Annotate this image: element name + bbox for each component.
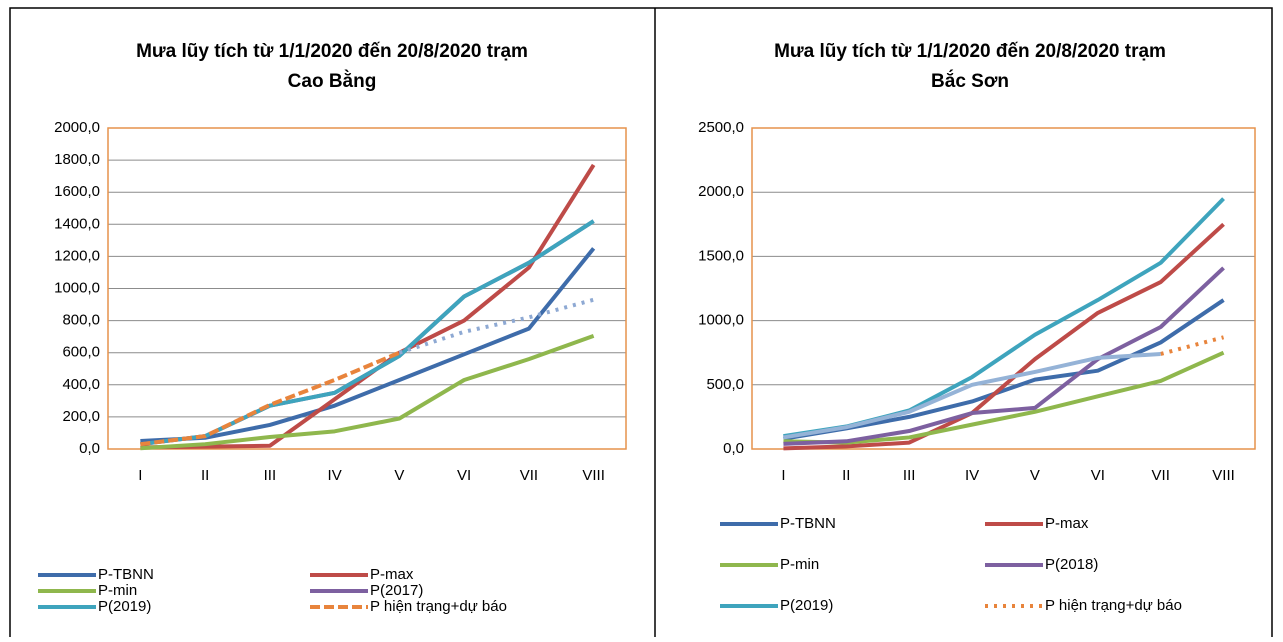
y-tick-label: 1000,0: [54, 279, 100, 296]
chart-title: Cao Bằng: [288, 70, 377, 92]
y-tick-label: 1800,0: [54, 151, 100, 168]
legend-label: P hiện trạng+dự báo: [1045, 597, 1182, 614]
series-line: [140, 219, 595, 447]
series-line: [140, 333, 595, 451]
series-line: [783, 351, 1161, 440]
y-tick-label: 200,0: [62, 408, 100, 425]
series-line: [783, 222, 1225, 451]
x-tick-label: III: [903, 467, 916, 484]
y-tick-label: 800,0: [62, 312, 100, 329]
legend-label: P(2019): [780, 597, 833, 614]
series-line: [783, 266, 1225, 446]
x-tick-label: I: [781, 467, 785, 484]
legend-label: P-min: [780, 556, 819, 573]
plot-area: [107, 127, 627, 450]
x-tick-label: IV: [328, 467, 342, 484]
x-tick-label: I: [138, 467, 142, 484]
y-tick-label: 600,0: [62, 344, 100, 361]
y-tick-label: 1600,0: [54, 183, 100, 200]
series-line: [140, 163, 596, 450]
x-tick-label: V: [1030, 467, 1040, 484]
y-tick-label: 2500,0: [698, 119, 744, 136]
y-tick-label: 1000,0: [698, 312, 744, 329]
y-tick-label: 1200,0: [54, 247, 100, 264]
frame: [9, 7, 1273, 642]
x-tick-label: II: [842, 467, 850, 484]
series-line: [140, 247, 596, 443]
chart-title: Mưa lũy tích từ 1/1/2020 đến 20/8/2020 t…: [774, 41, 1166, 62]
y-tick-label: 2000,0: [698, 183, 744, 200]
plot-area: [751, 127, 1256, 450]
legend-label: P(2019): [98, 598, 151, 615]
x-tick-label: VIII: [582, 467, 605, 484]
legend-label: P hiện trạng+dự báo: [370, 598, 507, 615]
series-line: [783, 350, 1225, 445]
x-tick-label: VI: [1091, 467, 1105, 484]
y-tick-label: 2000,0: [54, 119, 100, 136]
legend-label: P-max: [370, 566, 414, 583]
legend-label: P(2018): [1045, 556, 1098, 573]
x-tick-label: III: [264, 467, 277, 484]
legend-label: P-TBNN: [780, 515, 836, 532]
series-line: [398, 297, 595, 355]
y-tick-label: 0,0: [79, 440, 100, 457]
legend-label: P(2017): [370, 582, 423, 599]
y-tick-label: 0,0: [723, 440, 744, 457]
legend-label: P-min: [98, 582, 137, 599]
x-tick-label: V: [394, 467, 404, 484]
series-line: [140, 219, 595, 447]
series-line: [1160, 335, 1225, 356]
series-line: [140, 350, 401, 447]
legend-label: P-max: [1045, 515, 1089, 532]
chart-title: Mưa lũy tích từ 1/1/2020 đến 20/8/2020 t…: [136, 41, 528, 62]
y-tick-label: 400,0: [62, 376, 100, 393]
x-tick-label: II: [201, 467, 209, 484]
y-tick-label: 500,0: [706, 376, 744, 393]
x-tick-label: VIII: [1212, 467, 1235, 484]
x-tick-label: VI: [457, 467, 471, 484]
legend-label: P-TBNN: [98, 566, 154, 583]
chart-title: Bắc Sơn: [931, 70, 1009, 92]
y-tick-label: 1400,0: [54, 215, 100, 232]
x-tick-label: IV: [965, 467, 979, 484]
y-tick-label: 1500,0: [698, 247, 744, 264]
x-tick-label: VII: [1152, 467, 1170, 484]
series-line: [783, 197, 1225, 439]
x-tick-label: VII: [520, 467, 538, 484]
